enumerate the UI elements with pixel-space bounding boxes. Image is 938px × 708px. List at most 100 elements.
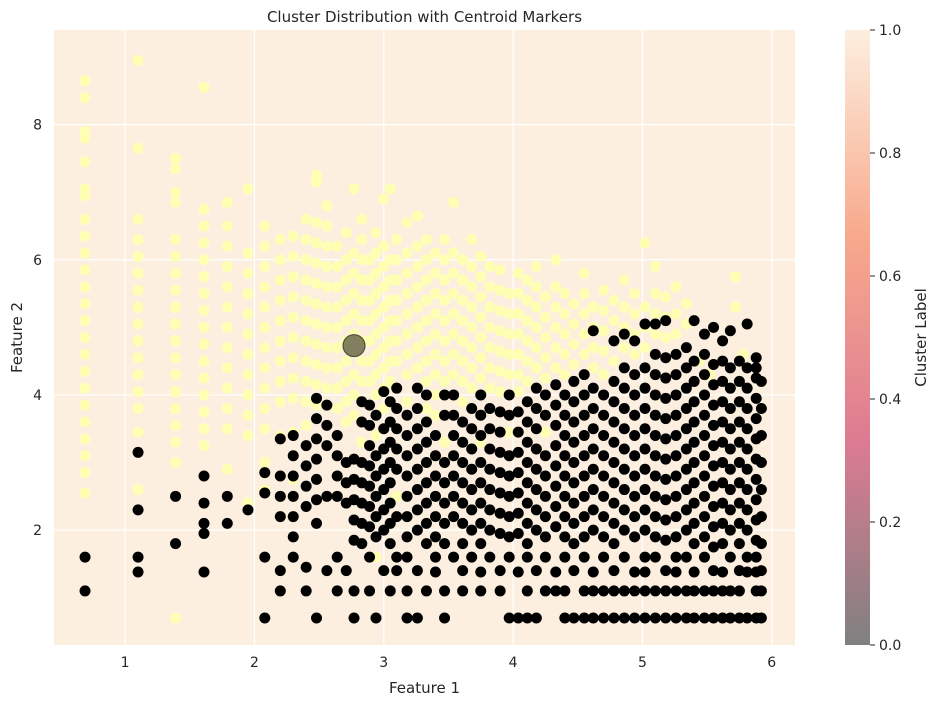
cluster-0-point [411,443,423,455]
cluster-0-point [475,409,487,421]
cluster-0-point [755,565,767,577]
cluster-1-point [475,352,487,364]
cluster-1-point [568,318,580,330]
x-tick-label: 5 [638,655,647,671]
cluster-0-point [688,612,700,624]
cluster-0-point [494,406,506,418]
cluster-0-point [429,551,441,563]
cluster-0-point [364,585,376,597]
cluster-1-point [132,386,144,398]
cluster-0-point [259,487,271,499]
cluster-0-point [429,531,441,543]
cluster-1-point [466,321,478,333]
cluster-0-point [750,392,762,404]
cluster-0-point [741,524,753,536]
cluster-1-point [259,342,271,354]
cluster-0-point [311,473,323,485]
colorbar-ticks: 0.0 0.2 0.4 0.6 0.8 1.0 [870,23,901,654]
cluster-0-point [649,470,661,482]
cluster-1-point [639,342,651,354]
cluster-0-point [364,399,376,411]
cluster-0-point [587,443,599,455]
cluster-1-point [448,247,460,259]
cluster-0-point [274,585,286,597]
cluster-0-point [717,538,729,550]
cluster-0-point [439,585,451,597]
cluster-1-point [170,284,182,296]
cluster-0-point [411,612,423,624]
cluster-0-point [733,477,745,489]
cluster-1-point [466,342,478,354]
cluster-0-point [466,551,478,563]
cluster-1-point [629,348,641,360]
cluster-0-point [741,402,753,414]
cluster-1-point [331,261,343,273]
cluster-1-point [242,288,254,300]
cluster-1-point [391,254,403,266]
cluster-1-point [530,301,542,313]
cluster-1-point [321,240,333,252]
cluster-1-point [287,352,299,364]
cluster-0-point [717,497,729,509]
cluster-1-point [680,298,692,310]
cluster-0-point [364,440,376,452]
cluster-1-point [420,335,432,347]
cluster-0-point [724,423,736,435]
cluster-0-point [670,470,682,482]
cluster-1-point [521,315,533,327]
cluster-0-point [608,396,620,408]
cluster-1-point [598,325,610,337]
cluster-0-point [680,402,692,414]
cluster-0-point [618,328,630,340]
cluster-1-point [259,382,271,394]
cluster-0-point [717,436,729,448]
cluster-0-point [530,484,542,496]
cluster-1-point [401,247,413,259]
cluster-1-point [331,382,343,394]
cluster-1-point [639,237,651,249]
x-tick-label: 3 [379,655,388,671]
cluster-0-point [484,551,496,563]
cluster-1-point [578,308,590,320]
cluster-0-point [429,429,441,441]
cluster-1-point [370,429,382,441]
cluster-1-point [300,355,312,367]
y-axis-label: Feature 2 [8,302,26,373]
cluster-0-point [670,511,682,523]
cluster-0-point [708,585,720,597]
cluster-1-point [321,301,333,313]
cluster-0-point [420,436,432,448]
cluster-0-point [484,423,496,435]
cluster-1-point [274,375,286,387]
cluster-1-point [429,267,441,279]
cluster-0-point [587,423,599,435]
cluster-1-point [550,362,562,374]
cluster-0-point [639,382,651,394]
cluster-0-point [598,409,610,421]
cluster-0-point [420,517,432,529]
cluster-1-point [660,291,672,303]
cluster-1-point [340,315,352,327]
cluster-0-point [698,531,710,543]
cluster-1-point [649,308,661,320]
cluster-1-point [420,375,432,387]
cluster-0-point [411,565,423,577]
cluster-1-point [429,348,441,360]
cluster-0-point [660,372,672,384]
cluster-0-point [688,315,700,327]
cluster-1-point [530,281,542,293]
cluster-0-point [550,521,562,533]
cluster-1-point [356,213,368,225]
cluster-1-point [494,386,506,398]
cluster-0-point [420,457,432,469]
cluster-1-point [730,271,742,283]
cluster-0-point [568,457,580,469]
cluster-1-point [568,298,580,310]
cluster-0-point [587,612,599,624]
cluster-0-point [401,531,413,543]
cluster-1-point [484,301,496,313]
cluster-1-point [79,213,91,225]
cluster-1-point [348,247,360,259]
cluster-0-point [512,446,524,458]
cluster-0-point [370,490,382,502]
